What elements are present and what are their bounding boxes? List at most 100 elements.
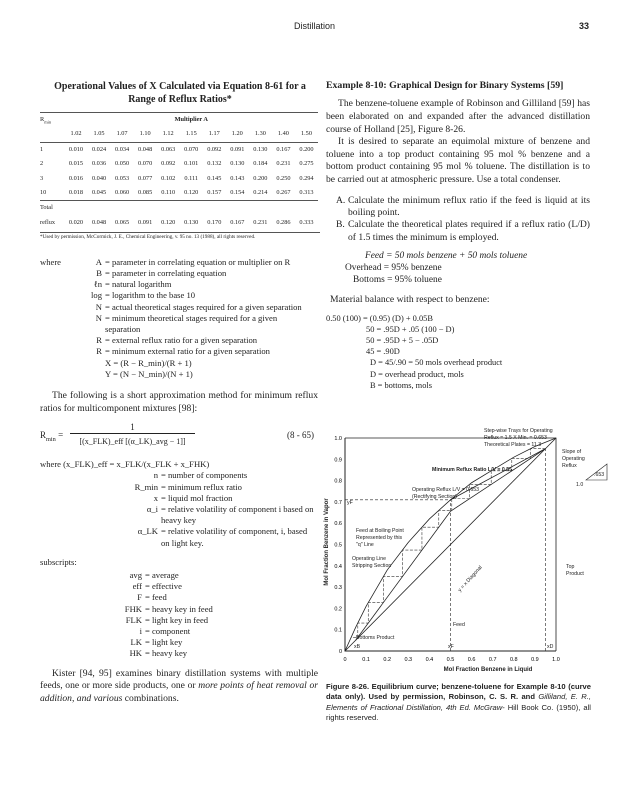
definition-item: avg = average — [40, 570, 315, 581]
definition-text: X = (R − R_min)/(R + 1) — [105, 357, 192, 368]
material-balance: 0.50 (100) = (0.95) (D) + 0.05B 50 = .95D… — [326, 313, 592, 391]
balance-line: 45 = .90D — [366, 347, 400, 357]
table-cell: 0.034 — [115, 145, 130, 153]
definition-text: = external reflux ratio for a given sepa… — [105, 335, 258, 346]
table-cell: 0.050 — [115, 160, 130, 168]
task-marker: A. — [336, 194, 346, 206]
table-cell: 0.036 — [91, 160, 107, 168]
definition-item: HK = heavy key — [40, 648, 315, 659]
row-label: 3 — [40, 174, 44, 182]
definition-term: n — [153, 470, 158, 481]
row-label: 2 — [40, 160, 44, 168]
definition-term: R_min — [134, 481, 158, 492]
table-row: 2 0.015 0.036 0.050 0.070 0.092 0.101 0.132 0.13… — [40, 157, 318, 171]
row-header: Rmin — [40, 112, 65, 128]
definition-term: F — [137, 592, 142, 603]
table-row: 10 0.018 0.045 0.060 0.085 0.110 0.120 0.157 0.1… — [40, 186, 318, 202]
paragraph-kister: Kister [94, 95] examines binary distilla… — [40, 667, 318, 704]
x-tick-label: 0.9 — [531, 657, 539, 663]
label-xD: xD — [547, 644, 554, 650]
balance-line: 50 = .95D + 5 − .05D — [366, 336, 439, 345]
group-header: Multiplier A — [64, 112, 318, 128]
definition-text: = number of components — [161, 470, 248, 481]
table-cell: 0.130 — [184, 218, 199, 226]
table-cell: 0.111 — [184, 174, 199, 182]
column-header: 1.40 — [271, 127, 295, 143]
right-column: Example 8-10: Graphical Design for Binar… — [326, 80, 592, 391]
table-row-total: Total — [40, 201, 318, 216]
column-header: 1.30 — [248, 127, 272, 143]
y-tick-label: 0.6 — [334, 521, 342, 527]
task-text: Calculate the minimum reflux ratio if th… — [348, 194, 590, 218]
x-tick-label: 0.6 — [468, 657, 476, 663]
y-tick-label: 0.4 — [334, 564, 342, 570]
x-tick-label: 0.4 — [426, 657, 434, 663]
y-tick-label: 0.3 — [334, 585, 342, 591]
table-cell: 0.154 — [225, 186, 249, 202]
definition-text: = feed — [145, 592, 167, 603]
definition-text: = relative volatility of component i bas… — [161, 503, 314, 526]
definition-text: = relative volatility of component, i, b… — [161, 526, 308, 548]
annotation-feed: Feed — [453, 622, 465, 628]
table-footnote: *Used by permission, McCormick, J. E., C… — [40, 232, 320, 241]
definition-term: R — [96, 335, 102, 346]
min-reflux-line — [450, 448, 546, 501]
table-cell: 0.157 — [202, 186, 226, 202]
definition-term — [58, 358, 105, 369]
example-body: The benzene-toluene example of Robinson … — [326, 98, 590, 244]
definition-item: ℓn = natural logarithm — [58, 279, 313, 290]
figure-caption: Figure 8-26. Equilibrium curve; benzene-… — [326, 682, 591, 723]
example-paragraph-2: It is desired to separate an equimolal m… — [326, 136, 590, 185]
definition-item: LK = light key — [40, 637, 315, 648]
material-balance-intro: Material balance with respect to benzene… — [330, 294, 490, 306]
table-cell: 0.184 — [253, 160, 268, 168]
stripping-operating-line — [355, 511, 451, 641]
table-cell: 0.040 — [91, 174, 107, 182]
table-cell: 0.167 — [276, 145, 291, 153]
balance-line: 50 = .95D + .05 (100 − D) — [366, 324, 455, 334]
definition-item: R = external reflux ratio for a given sep… — [58, 335, 313, 346]
definition-text: Y = (N − N_min)/(N + 1) — [105, 368, 193, 379]
definition-term: R — [96, 346, 102, 357]
annotation-trays-2: Reflux = 1.5 X Min. = 0.653 — [484, 435, 547, 441]
table-cell: 0.053 — [115, 174, 130, 182]
definition-item: B = parameter in correlating equation — [58, 268, 313, 279]
table-title: Operational Values of X Calculated via E… — [54, 81, 306, 105]
annotation-top-product-2: Product — [566, 571, 584, 577]
y-tick-label: 1.0 — [334, 436, 342, 442]
row-label: 10 — [40, 186, 65, 202]
definition-item: FHK = heavy key in feed — [40, 604, 315, 615]
definitions-list-2: where (x_FLK)_eff = x_FLK/(x_FLK + x_FHK… — [40, 459, 315, 549]
definition-text: = component — [145, 626, 191, 637]
definition-term: avg — [129, 570, 142, 580]
y-tick-label: 0.8 — [334, 479, 342, 485]
table-cell: 0.015 — [68, 160, 84, 168]
table-cell: 0.091 — [230, 145, 245, 153]
left-column: Operational Values of X Calculated via E… — [40, 80, 320, 705]
balance-line: D = overhead product, mols — [370, 369, 464, 379]
definition-item: α_i = relative volatility of component i … — [40, 504, 315, 526]
x-tick-label: 0.5 — [447, 657, 455, 663]
annotation-trays: Step-wise Trays for Operating — [484, 428, 553, 434]
balance-line: D = 45/.90 = 50 mols overhead product — [370, 358, 503, 368]
row-label: 1 — [40, 145, 44, 153]
definition-text: = average — [145, 570, 179, 580]
table-cell: 0.200 — [253, 174, 268, 182]
column-header: 1.50 — [294, 127, 318, 143]
stepwise-trays — [351, 448, 546, 638]
definition-item: i = component — [40, 626, 315, 637]
definition-term: N — [95, 301, 102, 312]
x-tick-label: 0.3 — [404, 657, 412, 663]
table-cell: 0.018 — [64, 186, 88, 202]
x-tick-label: 0.2 — [383, 657, 391, 663]
table-cell: 0.024 — [91, 145, 107, 153]
task-text: Calculate the theoretical plates require… — [348, 219, 590, 243]
table-cell: 0.143 — [230, 174, 245, 182]
table-cell: 0.313 — [294, 186, 318, 202]
definition-text: = parameter in correlating equation — [105, 267, 227, 278]
definition-term: N — [95, 312, 102, 323]
definition-item: where A = parameter in correlating equatio… — [40, 257, 313, 268]
reflux-table: Rmin Multiplier A 1.02 1.05 1.07 1.10 1.12 1.1… — [40, 112, 320, 241]
annotation-diagonal: y = x Diagonal — [457, 565, 484, 594]
table-cell: 0.092 — [161, 160, 176, 168]
